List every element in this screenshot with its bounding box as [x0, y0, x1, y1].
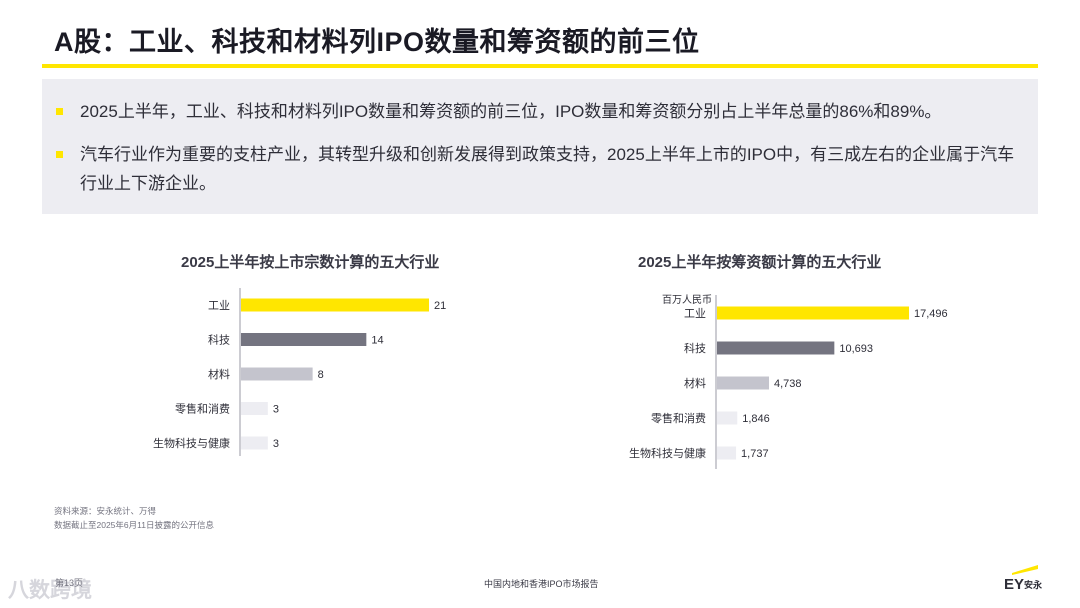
bar — [717, 376, 769, 390]
svg-text:EY: EY — [1004, 576, 1024, 593]
category-label: 科技 — [684, 341, 706, 355]
chart-ipo-count: 工业 21 科技 14 材料 8 零售和消费 3 生物科技与健康 3 — [153, 288, 446, 456]
bar — [241, 402, 268, 415]
value-label: 10,693 — [839, 343, 873, 355]
bar — [717, 341, 835, 355]
bar — [717, 411, 738, 425]
category-label: 生物科技与健康 — [629, 446, 706, 460]
category-label: 工业 — [684, 307, 706, 320]
category-label: 零售和消费 — [651, 411, 706, 425]
bar — [717, 446, 737, 460]
category-label: 生物科技与健康 — [153, 436, 230, 450]
value-label: 1,737 — [741, 448, 769, 460]
watermark: 八数跨境 — [8, 579, 92, 602]
svg-text:安永: 安永 — [1024, 579, 1043, 590]
bullet-text: 2025上半年，工业、科技和材料列IPO数量和筹资额的前三位，IPO数量和筹资额… — [80, 102, 942, 121]
chart-title-count: 2025上半年按上市宗数计算的五大行业 — [181, 254, 440, 271]
value-label: 3 — [273, 404, 279, 416]
page-number: 第13页 — [55, 578, 84, 588]
ey-logo: EY 安永 — [1002, 563, 1046, 593]
bar — [241, 367, 313, 381]
category-label: 零售和消费 — [175, 402, 230, 416]
value-label: 14 — [371, 335, 383, 347]
bullet-square-icon — [56, 151, 63, 158]
page-title: A股：工业、科技和材料列IPO数量和筹资额的前三位 — [54, 27, 700, 57]
category-label: 材料 — [684, 376, 706, 390]
bar — [717, 306, 909, 320]
footnote-source: 资料来源：安永统计、万得 — [54, 506, 157, 516]
bar — [241, 298, 429, 312]
value-label: 21 — [434, 300, 446, 312]
unit-label: 百万人民币 — [662, 294, 712, 306]
bullet-text: 汽车行业作为重要的支柱产业，其转型升级和创新发展得到政策支持，2025上半年上市… — [80, 145, 1015, 193]
chart-title-proceeds: 2025上半年按筹资额计算的五大行业 — [638, 254, 882, 271]
bar — [241, 333, 367, 346]
footnote-date: 数据截止至2025年6月11日披露的公开信息 — [54, 520, 214, 530]
summary-bullet: 2025上半年，工业、科技和材料列IPO数量和筹资额的前三位，IPO数量和筹资额… — [56, 97, 1030, 126]
bar — [241, 436, 268, 450]
title-underline — [42, 64, 1038, 68]
value-label: 8 — [318, 369, 324, 381]
value-label: 4,738 — [774, 378, 802, 390]
value-label: 3 — [273, 438, 279, 450]
category-label: 工业 — [208, 299, 230, 312]
value-label: 1,846 — [742, 413, 770, 425]
bullet-square-icon — [56, 108, 63, 115]
summary-bullet: 汽车行业作为重要的支柱产业，其转型升级和创新发展得到政策支持，2025上半年上市… — [56, 140, 1030, 198]
category-label: 科技 — [208, 333, 230, 347]
report-name: 中国内地和香港IPO市场报告 — [484, 579, 599, 589]
value-label: 17,496 — [914, 308, 948, 320]
summary-box: 2025上半年，工业、科技和材料列IPO数量和筹资额的前三位，IPO数量和筹资额… — [42, 79, 1038, 214]
category-label: 材料 — [208, 367, 230, 381]
